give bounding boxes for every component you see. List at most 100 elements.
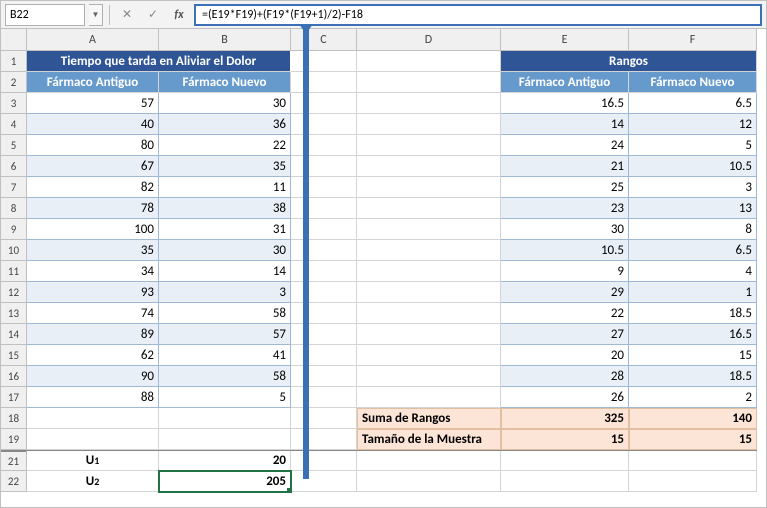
cell-rango-nuevo[interactable]: 2 (629, 387, 757, 408)
hdr-antiguo-right[interactable]: Fármaco Antiguo (501, 72, 629, 93)
cell[interactable] (159, 408, 291, 429)
cell-antiguo[interactable]: 57 (27, 93, 159, 114)
cell-nuevo[interactable]: 30 (159, 93, 291, 114)
cell[interactable] (357, 51, 501, 72)
title-left[interactable]: Tiempo que tarda en Aliviar el Dolor (27, 51, 291, 72)
name-box[interactable]: B22 (5, 4, 85, 26)
cell[interactable] (291, 51, 357, 72)
cell-rango-nuevo[interactable]: 13 (629, 198, 757, 219)
row-header-17[interactable]: 17 (1, 387, 27, 408)
cell[interactable] (357, 156, 501, 177)
cell-antiguo[interactable]: 89 (27, 324, 159, 345)
cell[interactable] (291, 93, 357, 114)
cell-rango-antiguo[interactable]: 24 (501, 135, 629, 156)
cell-rango-antiguo[interactable]: 22 (501, 303, 629, 324)
cell-rango-antiguo[interactable]: 26 (501, 387, 629, 408)
cell-antiguo[interactable]: 82 (27, 177, 159, 198)
cell[interactable] (291, 282, 357, 303)
cell-nuevo[interactable]: 57 (159, 324, 291, 345)
hdr-nuevo-right[interactable]: Fármaco Nuevo (629, 72, 757, 93)
cell[interactable] (291, 261, 357, 282)
cell-nuevo[interactable]: 41 (159, 345, 291, 366)
row-header-3[interactable]: 3 (1, 93, 27, 114)
name-box-dropdown[interactable]: ▼ (89, 4, 103, 26)
cell[interactable] (501, 471, 629, 492)
cell[interactable] (357, 93, 501, 114)
cell-rango-nuevo[interactable]: 12 (629, 114, 757, 135)
row-header-15[interactable]: 15 (1, 345, 27, 366)
cell[interactable] (291, 114, 357, 135)
tam-f[interactable]: 15 (629, 429, 757, 450)
fx-icon[interactable]: fx (168, 4, 190, 26)
row-header-14[interactable]: 14 (1, 324, 27, 345)
cell[interactable] (357, 451, 501, 471)
cell-rango-nuevo[interactable]: 6.5 (629, 93, 757, 114)
cell[interactable] (357, 387, 501, 408)
row-header-19[interactable]: 19 (1, 429, 27, 450)
confirm-icon[interactable]: ✓ (142, 4, 164, 26)
cell-rango-antiguo[interactable]: 28 (501, 366, 629, 387)
cell-rango-antiguo[interactable]: 10.5 (501, 240, 629, 261)
cell[interactable] (291, 471, 357, 492)
cell-rango-nuevo[interactable]: 18.5 (629, 366, 757, 387)
cell-antiguo[interactable]: 93 (27, 282, 159, 303)
cell-nuevo[interactable]: 36 (159, 114, 291, 135)
cell[interactable] (357, 240, 501, 261)
cell[interactable] (291, 324, 357, 345)
cell-nuevo[interactable]: 58 (159, 366, 291, 387)
cell[interactable] (357, 366, 501, 387)
row-header-5[interactable]: 5 (1, 135, 27, 156)
cell[interactable] (357, 114, 501, 135)
row-header-11[interactable]: 11 (1, 261, 27, 282)
title-right[interactable]: Rangos (501, 51, 757, 72)
cell-antiguo[interactable]: 62 (27, 345, 159, 366)
hdr-antiguo-left[interactable]: Fármaco Antiguo (27, 72, 159, 93)
cell-rango-nuevo[interactable]: 5 (629, 135, 757, 156)
cell[interactable] (291, 240, 357, 261)
cell-nuevo[interactable]: 5 (159, 387, 291, 408)
cell-nuevo[interactable]: 35 (159, 156, 291, 177)
col-header-A[interactable]: A (27, 29, 159, 51)
cell[interactable] (501, 451, 629, 471)
cell-nuevo[interactable]: 31 (159, 219, 291, 240)
cell-rango-nuevo[interactable]: 15 (629, 345, 757, 366)
cell[interactable] (357, 261, 501, 282)
cell-rango-antiguo[interactable]: 30 (501, 219, 629, 240)
cell-antiguo[interactable]: 35 (27, 240, 159, 261)
cell[interactable] (291, 345, 357, 366)
cell-rango-nuevo[interactable]: 1 (629, 282, 757, 303)
col-header-F[interactable]: F (629, 29, 757, 51)
cell[interactable] (291, 429, 357, 450)
cell-nuevo[interactable]: 22 (159, 135, 291, 156)
row-header-22[interactable]: 22 (1, 471, 27, 492)
row-header-1[interactable]: 1 (1, 51, 27, 72)
u2-value-selected[interactable]: 205 (159, 471, 291, 492)
row-header-18[interactable]: 18 (1, 408, 27, 429)
cell[interactable] (27, 429, 159, 450)
cell[interactable] (357, 324, 501, 345)
suma-lbl-c[interactable] (291, 408, 357, 429)
cell-rango-antiguo[interactable]: 27 (501, 324, 629, 345)
cell-antiguo[interactable]: 78 (27, 198, 159, 219)
row-header-13[interactable]: 13 (1, 303, 27, 324)
cell[interactable] (357, 303, 501, 324)
cell-rango-antiguo[interactable]: 9 (501, 261, 629, 282)
cell[interactable] (291, 156, 357, 177)
cell-nuevo[interactable]: 58 (159, 303, 291, 324)
cell-nuevo[interactable]: 38 (159, 198, 291, 219)
cell[interactable] (291, 303, 357, 324)
suma-e[interactable]: 325 (501, 408, 629, 429)
row-header-6[interactable]: 6 (1, 156, 27, 177)
tam-e[interactable]: 15 (501, 429, 629, 450)
cell-rango-nuevo[interactable]: 3 (629, 177, 757, 198)
cancel-icon[interactable]: ✕ (116, 4, 138, 26)
row-header-2[interactable]: 2 (1, 72, 27, 93)
formula-input[interactable]: =(E19*F19)+(F19*(F19+1)/2)-F18 (194, 4, 762, 26)
cell-rango-nuevo[interactable]: 8 (629, 219, 757, 240)
cell-rango-antiguo[interactable]: 29 (501, 282, 629, 303)
cell[interactable] (357, 345, 501, 366)
cell[interactable] (291, 387, 357, 408)
suma-label[interactable]: Suma de Rangos (357, 408, 501, 429)
cell[interactable] (291, 135, 357, 156)
cell-rango-antiguo[interactable]: 16.5 (501, 93, 629, 114)
